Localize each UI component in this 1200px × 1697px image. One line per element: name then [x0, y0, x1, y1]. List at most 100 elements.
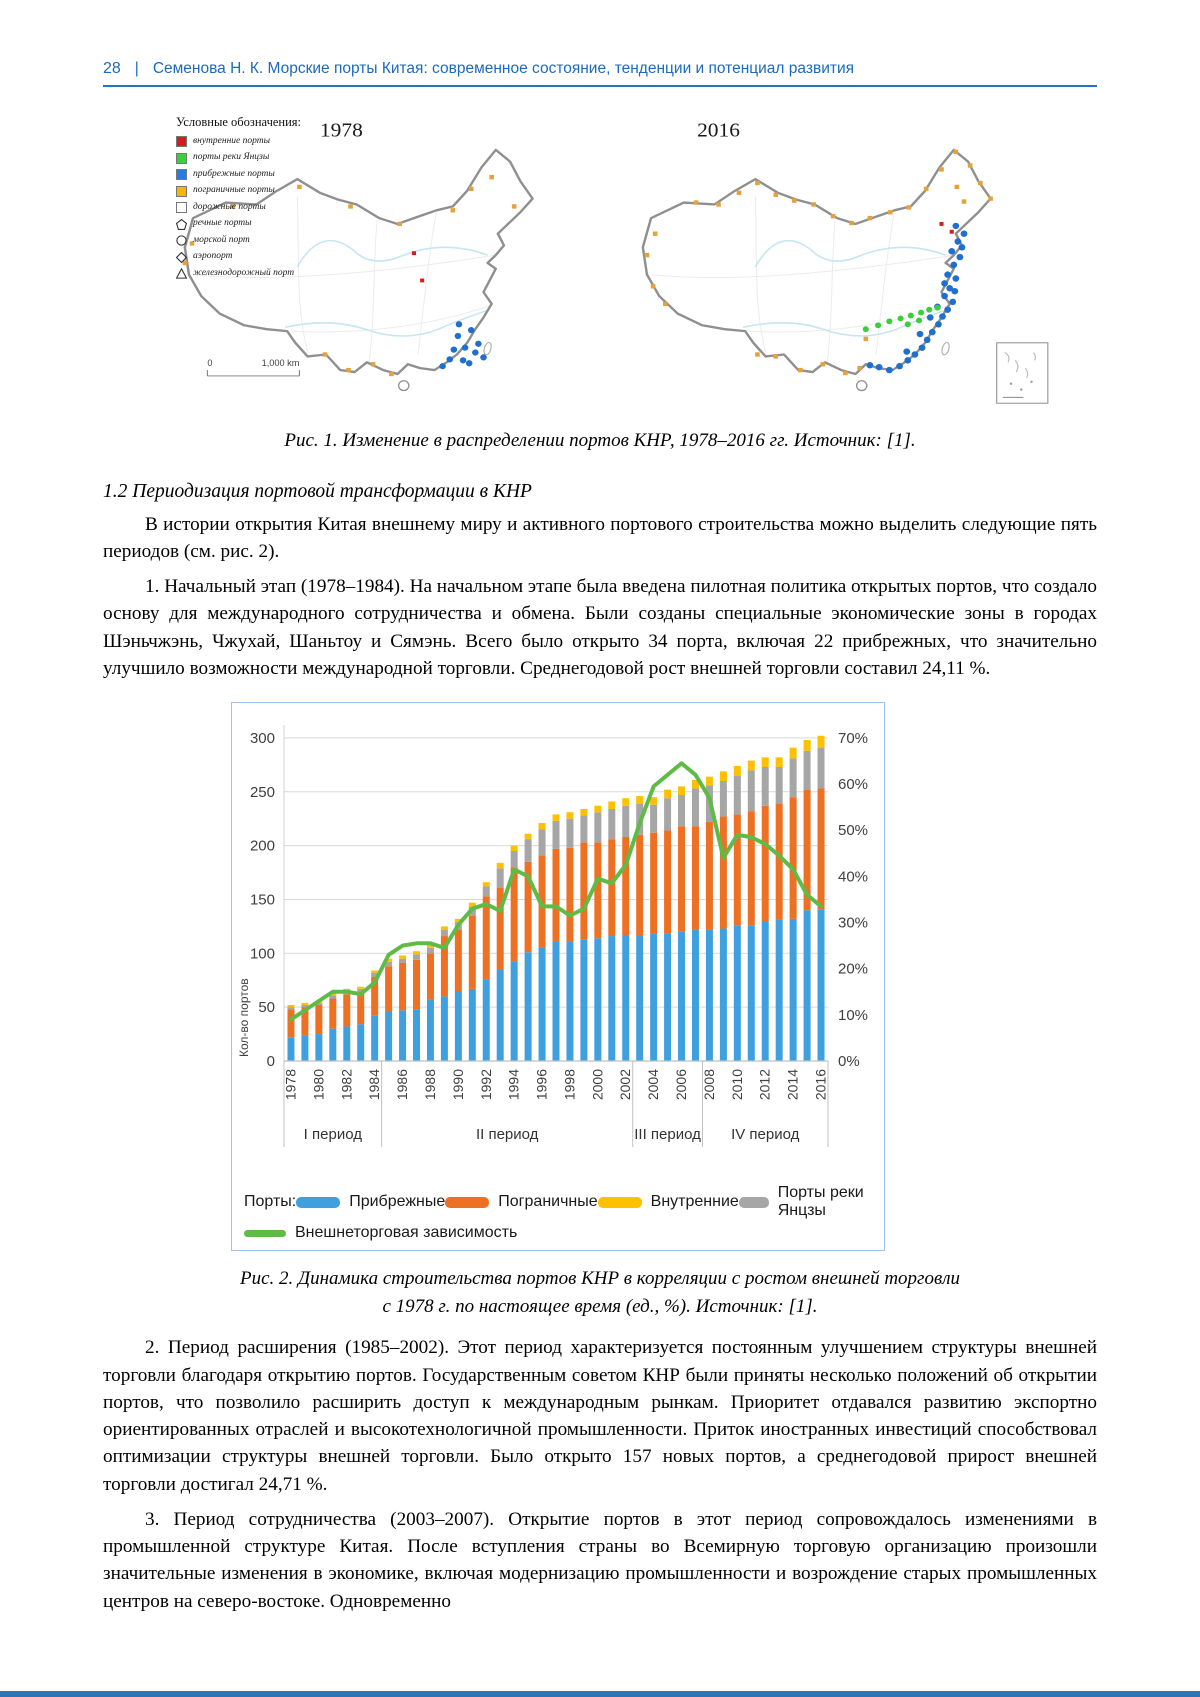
china-outline-2016 — [641, 148, 992, 392]
map-legend-title: Условные обозначения: — [176, 115, 302, 129]
svg-text:1984: 1984 — [366, 1069, 382, 1100]
map-1978-ports — [182, 175, 517, 377]
red-square-icon — [176, 136, 187, 148]
south-china-sea-inset — [996, 342, 1049, 404]
legend-item-inner: Внутренние — [597, 1193, 739, 1211]
figure-1-caption: Рис. 1. Изменение в распределении портов… — [284, 430, 916, 451]
white-square-icon — [176, 202, 187, 214]
legend-item-coastal-ports: прибрежные порты — [176, 167, 308, 183]
pentagon-icon — [176, 218, 187, 230]
svg-text:1990: 1990 — [450, 1069, 466, 1100]
svg-text:1988: 1988 — [422, 1069, 438, 1100]
page-header: 28 | Семенова Н. К. Морские порты Китая:… — [103, 0, 1097, 78]
running-title: Семенова Н. К. Морские порты Китая: совр… — [152, 60, 854, 77]
svg-text:50%: 50% — [838, 822, 868, 839]
triangle-icon — [176, 268, 187, 279]
paragraph-4: 3. Период сотрудничества (2003–2007). От… — [103, 1508, 1097, 1612]
svg-text:50: 50 — [258, 999, 275, 1016]
svg-text:2008: 2008 — [701, 1069, 717, 1100]
fig2-chart-svg: 0 50 100 150 200 250 300 0% 10% 20% 30% 40% 50% 60% 70… — [237, 725, 868, 1148]
scale-zero-label: 0 — [207, 358, 212, 368]
svg-text:100: 100 — [250, 945, 275, 962]
coastal-swatch — [296, 1196, 341, 1208]
legend-item-inner-ports: внутренние порты — [176, 134, 308, 150]
svg-text:200: 200 — [250, 838, 275, 855]
svg-text:Кол-во портов: Кол-во портов — [237, 979, 251, 1058]
header-rule — [103, 85, 1097, 87]
yellow-square-icon — [176, 185, 187, 197]
svg-text:2000: 2000 — [589, 1069, 605, 1100]
legend-prefix: Порты: — [244, 1193, 297, 1211]
map-legend: Условные обозначения: внутренние порты п… — [176, 115, 308, 283]
svg-text:1992: 1992 — [478, 1069, 494, 1100]
svg-text:1998: 1998 — [561, 1069, 577, 1100]
diamond-icon — [176, 251, 187, 263]
svg-text:20%: 20% — [838, 961, 868, 978]
section-heading: 1.2 Периодизация портовой трансформации … — [103, 480, 532, 502]
svg-text:40%: 40% — [838, 869, 868, 886]
svg-text:0%: 0% — [838, 1053, 860, 1070]
svg-text:2016: 2016 — [813, 1069, 829, 1100]
svg-text:2012: 2012 — [757, 1069, 773, 1100]
svg-text:1994: 1994 — [506, 1069, 522, 1100]
bottom-rule — [0, 1691, 1200, 1697]
blue-square-icon — [176, 169, 187, 181]
svg-text:IV период: IV период — [731, 1126, 800, 1143]
svg-text:2014: 2014 — [785, 1069, 801, 1100]
svg-text:2004: 2004 — [645, 1069, 661, 1100]
svg-text:2006: 2006 — [673, 1069, 689, 1100]
legend-item-border-ports: пограничные порты — [176, 184, 308, 200]
paragraph-2: 1. Начальный этап (1978–1984). На началь… — [103, 576, 1097, 679]
svg-text:II период: II период — [476, 1126, 539, 1143]
map-year-label-right: 2016 — [697, 118, 740, 141]
legend-item-yangtze-ports: порты реки Янцзы — [176, 151, 308, 167]
map-2016-ports — [644, 149, 993, 376]
svg-text:10%: 10% — [838, 1007, 868, 1024]
legend-item-airport: аэропорт — [176, 250, 308, 266]
legend-item-yangtze: Порты реки Янцзы — [738, 1184, 872, 1220]
legend-item-road-ports: дорожные порты — [176, 200, 308, 216]
svg-text:0: 0 — [267, 1053, 275, 1070]
scale-distance-label: 1,000 km — [262, 358, 300, 368]
svg-text:1996: 1996 — [534, 1069, 550, 1100]
legend-item-border: Пограничные — [445, 1193, 598, 1211]
trade-line-swatch — [244, 1229, 286, 1237]
svg-text:I период: I период — [304, 1126, 363, 1143]
yangtze-swatch — [738, 1196, 769, 1208]
map-year-label-left: 1978 — [320, 118, 363, 141]
svg-text:1986: 1986 — [394, 1069, 410, 1100]
circle-icon — [176, 235, 187, 246]
header-separator: | — [134, 60, 139, 77]
paragraph-1: В истории открытия Китая внешнему миру и… — [103, 513, 1097, 562]
legend-item-trade-dependence: Внешнеторговая зависимость — [244, 1224, 872, 1242]
map-1978-wrap: 1978 0 1,000 km Условные обозначения: вн… — [146, 109, 596, 411]
scale-bar: 0 1,000 km — [206, 358, 300, 377]
svg-text:III период: III период — [634, 1126, 701, 1143]
figure-1-maps: 1978 0 1,000 km Условные обозначения: вн… — [103, 109, 1097, 413]
svg-text:2002: 2002 — [617, 1069, 633, 1100]
svg-text:1978: 1978 — [282, 1069, 298, 1100]
svg-text:30%: 30% — [838, 915, 868, 932]
paragraph-3: 2. Период расширения (1985–2002). Этот п… — [103, 1337, 1097, 1495]
map-2016: 2016 — [641, 118, 1049, 404]
page-number: 28 — [103, 60, 121, 77]
svg-text:70%: 70% — [838, 730, 868, 747]
legend-item-railway-port: железнодорожный порт — [176, 266, 308, 282]
svg-text:60%: 60% — [838, 776, 868, 793]
svg-text:250: 250 — [250, 784, 275, 801]
map-2016-wrap: 2016 — [604, 109, 1054, 411]
legend-item-sea-port: морской порт — [176, 233, 308, 249]
legend-item-coastal: Прибрежные — [296, 1193, 445, 1211]
inner-swatch — [597, 1196, 642, 1208]
svg-text:300: 300 — [250, 730, 275, 747]
map-1978: 1978 0 1,000 km — [182, 118, 534, 392]
fig2-legend: Порты: Прибрежные Пограничные Внутренние… — [232, 1184, 884, 1245]
figure-2-caption: Рис. 2. Динамика строительства портов КН… — [240, 1268, 960, 1317]
green-square-icon — [176, 152, 187, 164]
china-outline-1978 — [183, 148, 534, 392]
svg-text:1980: 1980 — [310, 1069, 326, 1100]
figure-2-chart-box: 0 50 100 150 200 250 300 0% 10% 20% 30% 40% 50% 60% 70… — [231, 702, 885, 1252]
svg-text:1982: 1982 — [338, 1069, 354, 1100]
legend-item-river-ports: речные порты — [176, 217, 308, 233]
